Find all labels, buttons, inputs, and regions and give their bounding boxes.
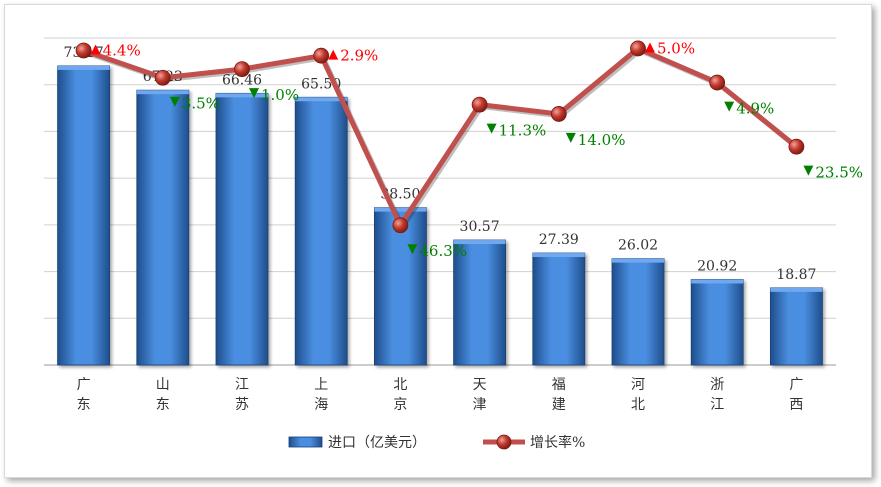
category-label: 广西 (789, 377, 803, 413)
bar-top-6 (453, 240, 506, 245)
category-char: 海 (314, 397, 328, 413)
bar-top-3 (216, 93, 268, 98)
growth-point-10 (788, 138, 805, 155)
growth-point-8 (630, 40, 646, 57)
down-triangle-icon (803, 165, 814, 176)
category-char: 苏 (235, 397, 249, 413)
bar-top-2 (136, 90, 189, 95)
category-char: 天 (473, 377, 487, 393)
category-label: 山东 (156, 377, 170, 413)
growth-point-4 (313, 47, 330, 64)
growth-rate-label: 46.3% (419, 242, 467, 260)
category-char: 江 (710, 397, 724, 413)
up-triangle-icon (645, 42, 655, 53)
growth-rate-label: 4.4% (103, 42, 141, 60)
category-char: 广 (77, 377, 91, 393)
bar-value-label: 18.87 (776, 267, 816, 283)
category-char: 京 (393, 397, 407, 413)
category-label: 江苏 (235, 377, 249, 413)
growth-rate-label: 14.0% (578, 131, 626, 149)
growth-rate-label: 23.5% (815, 164, 863, 182)
bar-top-4 (295, 97, 348, 102)
bar-top-8 (612, 258, 664, 263)
bar-1 (57, 65, 110, 366)
category-char: 西 (789, 397, 803, 413)
bar-9 (690, 279, 744, 366)
bar-10 (770, 287, 823, 366)
growth-rate-label: 3.5% (182, 95, 220, 113)
growth-point-5 (392, 217, 409, 234)
category-char: 津 (473, 397, 487, 413)
growth-rate-label: 4.9% (736, 100, 774, 118)
up-triangle-icon (90, 44, 101, 55)
bar-top-10 (770, 287, 823, 292)
category-char: 北 (393, 377, 407, 393)
category-label: 浙江 (710, 377, 724, 413)
legend-label-imports: 进口（亿美元） (328, 435, 426, 451)
bar-6 (453, 239, 507, 366)
category-char: 建 (552, 397, 566, 413)
category-char: 东 (77, 397, 91, 413)
legend-label-growth: 增长率% (530, 434, 585, 451)
bar-value-label: 30.57 (460, 219, 500, 235)
category-label: 天津 (473, 377, 487, 413)
growth-rate-label: 11.3% (499, 122, 547, 140)
growth-point-6 (471, 96, 488, 113)
bar-top-5 (374, 207, 427, 212)
category-char: 河 (631, 377, 645, 393)
category-label: 广东 (77, 377, 91, 413)
growth-point-1 (75, 42, 92, 59)
category-label: 上海 (314, 377, 328, 413)
down-triangle-icon (169, 96, 180, 107)
bar-top-7 (532, 253, 585, 258)
growth-point-2 (154, 69, 171, 86)
category-char: 浙 (710, 377, 724, 393)
bar-4 (294, 96, 348, 366)
growth-point-7 (550, 106, 567, 122)
category-char: 福 (552, 377, 566, 393)
bar-2 (136, 89, 190, 366)
bar-5 (373, 207, 427, 366)
down-triangle-icon (724, 101, 735, 112)
down-triangle-icon (486, 123, 497, 134)
bar-8 (611, 258, 665, 366)
bar-value-label: 27.39 (539, 232, 579, 248)
category-label: 福建 (552, 377, 566, 413)
bar-top-1 (57, 65, 110, 70)
down-triangle-icon (249, 88, 259, 99)
category-label: 北京 (393, 377, 407, 413)
category-char: 上 (314, 377, 328, 393)
legend-dot-swatch (496, 434, 512, 450)
growth-point-9 (709, 74, 726, 91)
category-char: 广 (789, 377, 803, 393)
growth-rate-label: 1.0% (261, 86, 299, 104)
bar-top-9 (691, 279, 744, 284)
bar-value-label: 20.92 (697, 258, 737, 274)
growth-line (82, 45, 798, 228)
category-char: 北 (631, 397, 645, 413)
down-triangle-icon (565, 132, 576, 143)
up-triangle-icon (328, 49, 339, 60)
bar-value-label: 26.02 (618, 238, 658, 254)
bar-value-label: 66.46 (222, 72, 262, 88)
category-char: 江 (235, 377, 249, 393)
legend-bar-swatch (288, 436, 323, 448)
category-char: 山 (156, 377, 170, 393)
growth-rate-label: 2.9% (340, 47, 378, 65)
category-char: 东 (156, 397, 170, 413)
growth-rate-label: 5.0% (657, 39, 695, 57)
growth-point-3 (234, 61, 250, 78)
category-label: 河北 (631, 377, 645, 413)
down-triangle-icon (407, 244, 418, 255)
bar-7 (532, 252, 586, 366)
bar-3 (215, 92, 269, 366)
